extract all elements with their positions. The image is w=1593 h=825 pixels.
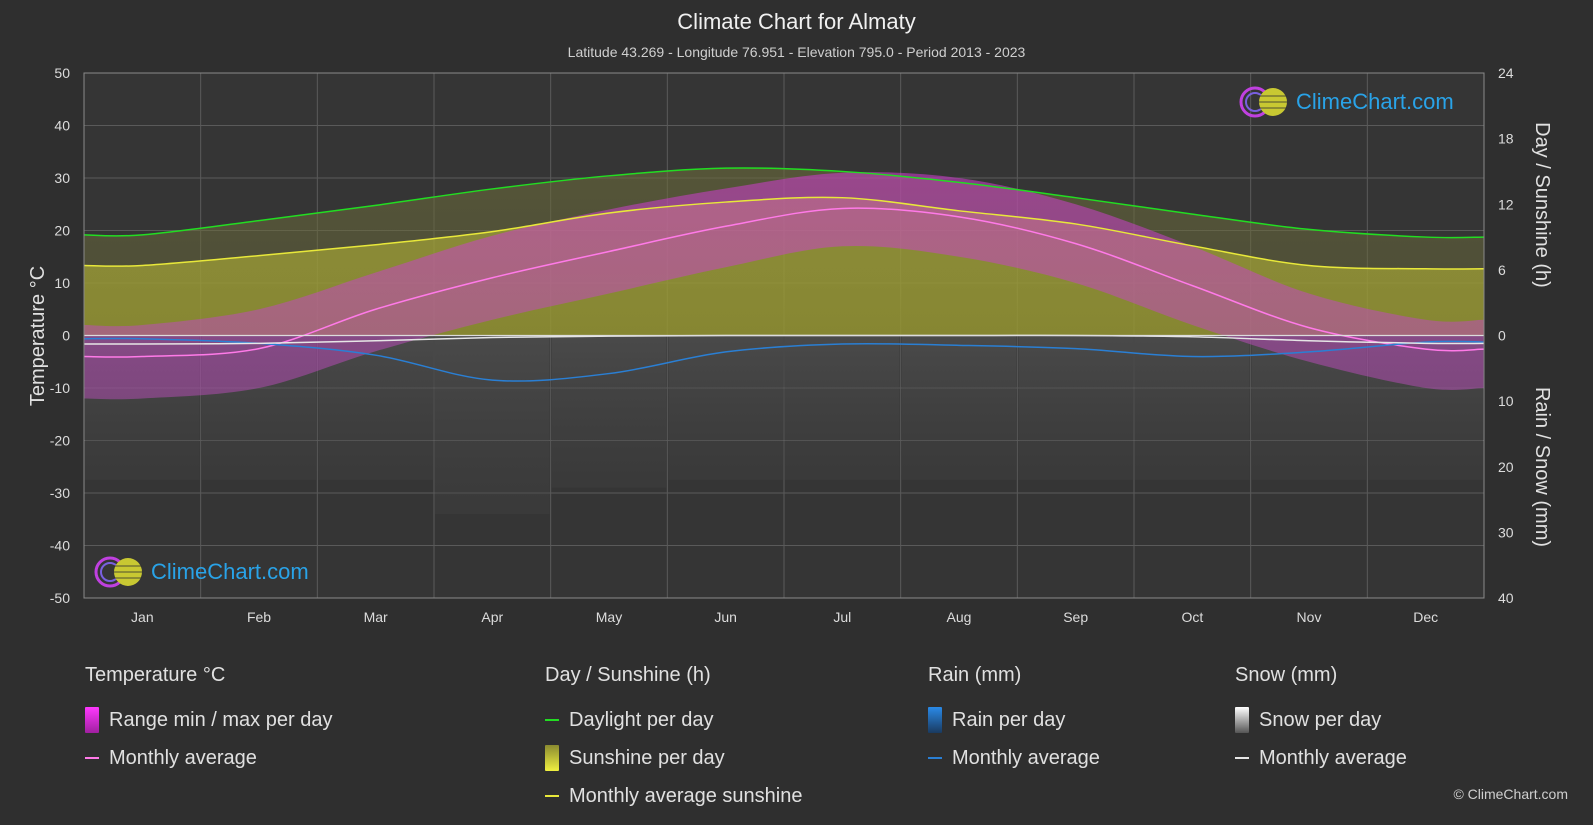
precip-bar [551,335,667,488]
temperature-range-area [84,172,1484,400]
sunshine-average-swatch [545,795,559,797]
legend-label: Monthly average [952,746,1100,769]
legend-label: Rain per day [952,708,1066,731]
legend-item: Rain per day [928,701,1100,739]
precip-bar [785,335,900,480]
left-tick-label: -10 [50,380,70,396]
legend-sunshine: Day / Sunshine (h) Daylight per day Suns… [545,664,802,815]
brand-text: ClimeChart.com [1296,89,1454,114]
legend-rain-title: Rain (mm) [928,664,1022,686]
brand-logo-top[interactable]: ClimeChart.com [1238,85,1454,119]
temperature-average-line [83,207,1485,358]
legend-snow-title: Snow (mm) [1235,664,1338,686]
axes: 50 40 30 20 10 0 -10 -20 -30 -40 -50 24 18 12 6 0 10 20 30… [50,65,1514,625]
rain-swatch [928,707,942,733]
month-tick-label: Feb [247,609,271,625]
legend-item: Monthly average [928,739,1100,777]
month-tick-label: Jul [833,609,851,625]
legend-label: Daylight per day [569,708,714,731]
precip-bar [901,335,1017,480]
temperature-average-swatch [85,757,99,759]
chart-areas [84,167,1484,514]
legend-temperature-title: Temperature °C [85,664,226,686]
chart-lines [83,167,1485,382]
snow-average-swatch [1235,757,1249,759]
legend-label: Monthly average sunshine [569,784,803,807]
right-tick-label-precip: 30 [1498,524,1514,540]
right-tick-label-precip: 20 [1498,459,1514,475]
precip-bar [1018,335,1133,480]
sunshine-average-line [83,196,1485,270]
right-tick-label-precip: 10 [1498,393,1514,409]
month-tick-label: May [596,609,622,625]
snow-swatch [1235,707,1249,733]
left-tick-label: 40 [54,118,70,134]
left-tick-label: -20 [50,433,70,449]
month-tick-label: Mar [364,609,388,625]
daylight-line [83,167,1485,239]
month-tick-label: Apr [481,609,503,625]
climechart-logo-icon [1238,85,1292,119]
left-tick-label: -40 [50,538,70,554]
left-tick-label: 30 [54,170,70,186]
month-tick-label: Oct [1181,609,1203,625]
month-tick-label: Jan [131,609,154,625]
left-axis-label: Temperature °C [27,266,49,406]
right-tick-label-hours: 18 [1498,131,1514,147]
legend-item: Sunshine per day [545,739,802,777]
daylight-swatch [545,719,559,721]
legend-item: Monthly average sunshine [545,777,802,815]
month-tick-label: Dec [1413,609,1438,625]
precip-bar [1135,335,1250,480]
right-tick-label-hours: 6 [1498,262,1506,278]
month-tick-label: Nov [1297,609,1322,625]
rain-average-line [83,337,1485,382]
legend-item: Daylight per day [545,701,802,739]
chart-subtitle: Latitude 43.269 - Longitude 76.951 - Ele… [567,44,1026,60]
right-tick-label-hours: 0 [1498,328,1506,344]
precip-bar [668,335,783,480]
legend-item: Range min / max per day [85,701,332,739]
legend-label: Range min / max per day [109,708,333,731]
legend-item: Monthly average [85,739,332,777]
precip-bar [435,335,550,514]
left-tick-label: 50 [54,65,70,81]
right-axis-bottom-label: Rain / Snow (mm) [1531,387,1553,547]
legend-item: Snow per day [1235,701,1407,739]
legend-sunshine-title: Day / Sunshine (h) [545,664,711,686]
legend-temperature: Temperature °C Range min / max per day M… [85,664,332,777]
month-tick-label: Jun [714,609,737,625]
right-axis-top-label: Day / Sunshine (h) [1531,122,1553,288]
copyright[interactable]: © ClimeChart.com [1453,786,1568,802]
brand-text: ClimeChart.com [151,559,309,584]
climate-chart: 50 40 30 20 10 0 -10 -20 -30 -40 -50 24 18 12 6 0 10 20 30… [27,65,1553,625]
climechart-logo-icon [93,555,147,589]
chart-title: Climate Chart for Almaty [677,9,916,34]
temperature-range-swatch [85,707,99,733]
legend-item: Monthly average [1235,739,1407,777]
sunshine-swatch [545,745,559,771]
brand-logo-bottom[interactable]: ClimeChart.com [93,555,309,589]
left-tick-label: -30 [50,485,70,501]
month-tick-label: Sep [1063,609,1088,625]
month-tick-label: Aug [947,609,972,625]
left-tick-label: 0 [62,328,70,344]
right-tick-label-hours: 24 [1498,65,1514,81]
plot-border [83,72,1485,599]
right-tick-label-precip: 40 [1498,590,1514,606]
left-tick-label: 20 [54,223,70,239]
right-tick-label-hours: 12 [1498,196,1514,212]
legend-label: Sunshine per day [569,746,725,769]
left-tick-label: 10 [54,275,70,291]
legend-snow: Snow (mm) Snow per day Monthly average [1235,664,1407,777]
rain-average-swatch [928,757,942,759]
legend-label: Snow per day [1259,708,1382,731]
legend-label: Monthly average [1259,746,1407,769]
legend-label: Monthly average [109,746,257,769]
left-tick-label: -50 [50,590,70,606]
legend-rain: Rain (mm) Rain per day Monthly average [928,664,1100,777]
